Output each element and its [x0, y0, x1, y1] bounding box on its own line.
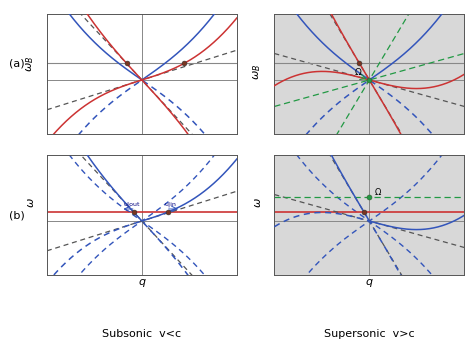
Text: (a): (a) — [9, 58, 25, 69]
X-axis label: $q$: $q$ — [365, 277, 374, 289]
Text: u|in: u|in — [164, 201, 176, 207]
Y-axis label: $\omega$: $\omega$ — [253, 197, 263, 208]
Text: Supersonic  v>c: Supersonic v>c — [324, 329, 415, 339]
Text: (b): (b) — [9, 210, 25, 220]
Text: $\Omega$: $\Omega$ — [354, 66, 363, 77]
Y-axis label: $\omega_B$: $\omega_B$ — [251, 64, 263, 79]
Text: u|out: u|out — [123, 201, 140, 207]
Text: $\Omega$: $\Omega$ — [374, 185, 382, 196]
Text: Subsonic  v<c: Subsonic v<c — [102, 329, 182, 339]
X-axis label: $q$: $q$ — [137, 277, 146, 289]
Y-axis label: $\omega$: $\omega$ — [25, 197, 36, 208]
Y-axis label: $\omega_B$: $\omega_B$ — [24, 56, 36, 72]
